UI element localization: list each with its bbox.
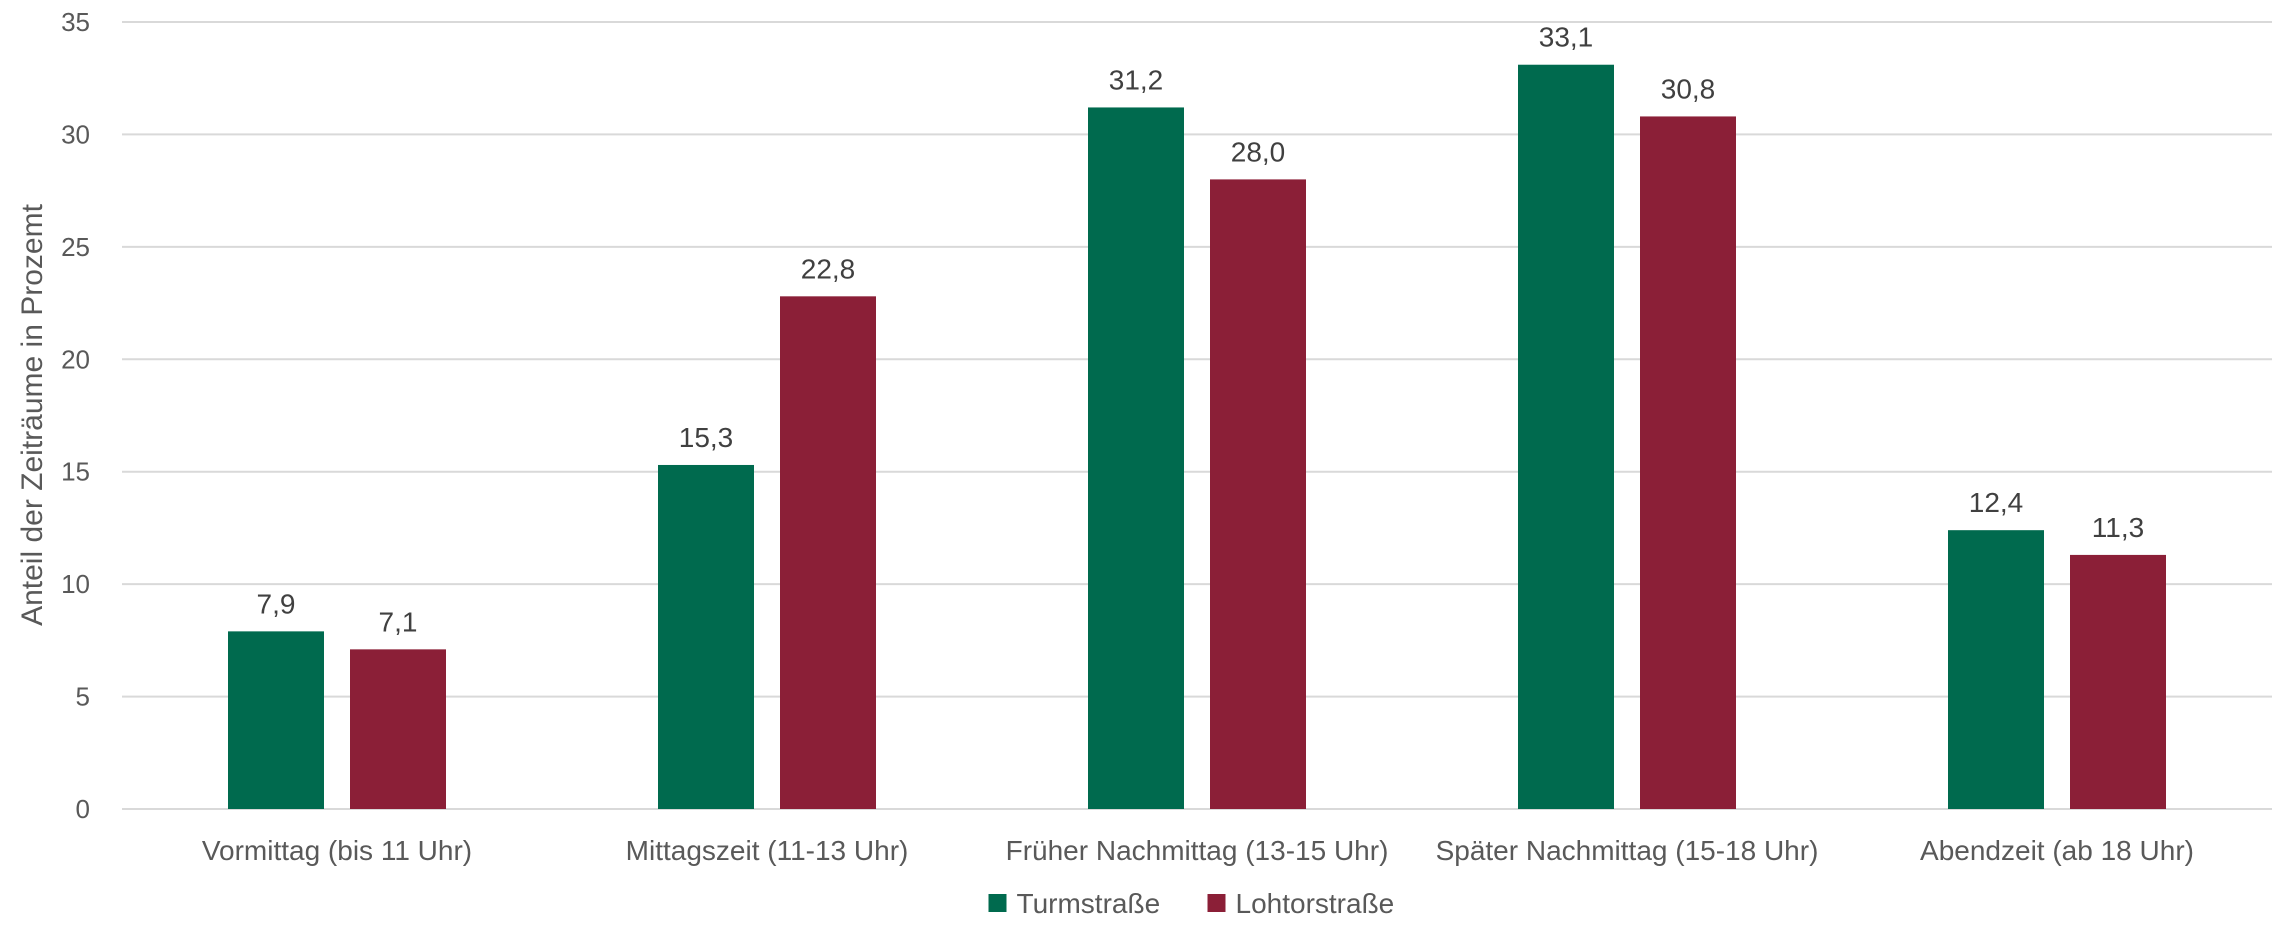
bar (2070, 554, 2166, 809)
y-axis-title: Anteil der Zeiträume in Prozemt (16, 203, 49, 625)
data-label: 12,4 (1969, 487, 2024, 518)
data-label: 7,1 (379, 606, 418, 637)
data-label: 33,1 (1539, 22, 1594, 53)
bar (780, 296, 876, 810)
data-label: 22,8 (801, 253, 856, 284)
category-label: Mittagszeit (11-13 Uhr) (626, 835, 909, 866)
bar (1640, 116, 1736, 809)
category-labels: Vormittag (bis 11 Uhr) Mittagszeit (11-13… (202, 835, 2194, 866)
y-tick-label: 20 (61, 344, 90, 374)
bar (350, 649, 446, 809)
legend: Turmstraße Lohtorstraße (988, 888, 1395, 919)
category-label: Früher Nachmittag (13-15 Uhr) (1006, 835, 1389, 866)
bar (228, 631, 324, 809)
bar (1518, 64, 1614, 810)
bars (228, 64, 2166, 810)
bar (1210, 179, 1306, 809)
y-tick-label: 10 (61, 569, 90, 599)
category-label: Vormittag (bis 11 Uhr) (202, 835, 472, 866)
legend-label: Turmstraße (1017, 888, 1161, 919)
data-labels: 7,9 7,1 15,3 22,8 31,2 28,0 33,1 30,8 12,4 11,3 (257, 22, 2145, 638)
data-label: 30,8 (1661, 73, 1716, 104)
y-tick-label: 35 (61, 7, 90, 37)
y-tick-label: 30 (61, 119, 90, 149)
bar (658, 464, 754, 809)
legend-swatch (1207, 894, 1226, 912)
y-tick-label: 25 (61, 232, 90, 262)
y-tick-label: 0 (76, 794, 90, 824)
data-label: 11,3 (2092, 512, 2144, 543)
legend-swatch (988, 894, 1007, 912)
data-label: 7,9 (257, 588, 296, 619)
bar (1088, 107, 1184, 809)
legend-label: Lohtorstraße (1236, 888, 1395, 919)
bar (1948, 530, 2044, 809)
data-label: 31,2 (1109, 64, 1164, 95)
data-label: 15,3 (679, 422, 734, 453)
data-label: 28,0 (1231, 136, 1286, 167)
y-tick-label: 5 (76, 682, 90, 712)
category-label: Später Nachmittag (15-18 Uhr) (1436, 835, 1819, 866)
category-label: Abendzeit (ab 18 Uhr) (1920, 835, 2194, 866)
y-tick-label: 15 (61, 457, 90, 487)
y-axis-ticks: 0 5 10 15 20 25 30 35 (61, 7, 90, 824)
gridlines (122, 21, 2272, 810)
